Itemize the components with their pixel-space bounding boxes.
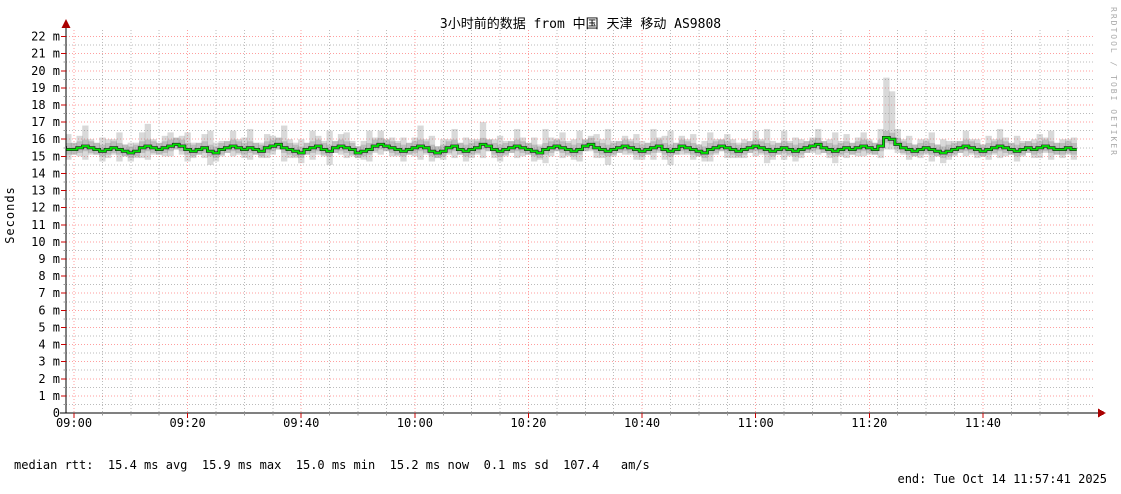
x-tick-label: 09:40 <box>283 416 319 430</box>
y-tick-label: 3 m <box>38 355 60 369</box>
x-axis-arrow <box>1098 408 1106 418</box>
y-tick-label: 7 m <box>38 286 60 300</box>
x-tick-label: 11:00 <box>738 416 774 430</box>
y-tick-label: 22 m <box>31 30 60 44</box>
y-tick-label: 18 m <box>31 98 60 112</box>
y-tick-label: 1 m <box>38 389 60 403</box>
y-axis-arrow <box>61 19 71 28</box>
axis-labels: 0 1 m 2 m 3 m 4 m 5 m 6 m 7 m 8 m 9 m 10 m 11 m 12 m… <box>31 30 1001 430</box>
y-tick-label: 9 m <box>38 252 60 266</box>
x-tick-label: 10:20 <box>510 416 546 430</box>
graph-legend: median rtt: 15.4 ms avg 15.9 ms max 15.0… <box>14 430 650 494</box>
x-tick-label: 11:20 <box>851 416 887 430</box>
y-tick-label: 2 m <box>38 372 60 386</box>
median-line <box>66 136 1077 155</box>
median-rtt-stats: median rtt: 15.4 ms avg 15.9 ms max 15.0… <box>14 458 650 472</box>
x-tick-label: 10:00 <box>397 416 433 430</box>
graph-title: 3小时前的数据 from 中国 天津 移动 AS9808 <box>439 17 722 32</box>
y-axis-label: Seconds <box>3 186 17 244</box>
y-tick-label: 20 m <box>31 64 60 78</box>
y-tick-label: 15 m <box>31 149 60 163</box>
y-tick-label: 21 m <box>31 47 60 61</box>
axes <box>60 19 1106 418</box>
y-tick-label: 0 <box>53 406 60 420</box>
x-tick-label: 09:00 <box>56 416 92 430</box>
x-tick-label: 10:40 <box>624 416 660 430</box>
y-tick-label: 16 m <box>31 132 60 146</box>
x-tick-label: 11:40 <box>965 416 1001 430</box>
y-tick-label: 11 m <box>31 218 60 232</box>
y-tick-label: 12 m <box>31 201 60 215</box>
y-tick-label: 5 m <box>38 320 60 334</box>
grid <box>66 30 1095 413</box>
x-tick-label: 09:20 <box>170 416 206 430</box>
y-tick-label: 17 m <box>31 115 60 129</box>
y-tick-label: 8 m <box>38 269 60 283</box>
rrdtool-watermark: RRDTOOL / TOBI OETIKER <box>1109 7 1118 157</box>
y-tick-label: 4 m <box>38 338 60 352</box>
y-tick-label: 10 m <box>31 235 60 249</box>
end-timestamp: end: Tue Oct 14 11:57:41 2025 <box>897 472 1107 486</box>
y-tick-label: 19 m <box>31 81 60 95</box>
y-tick-label: 14 m <box>31 166 60 180</box>
y-tick-label: 13 m <box>31 184 60 198</box>
y-tick-label: 6 m <box>38 303 60 317</box>
